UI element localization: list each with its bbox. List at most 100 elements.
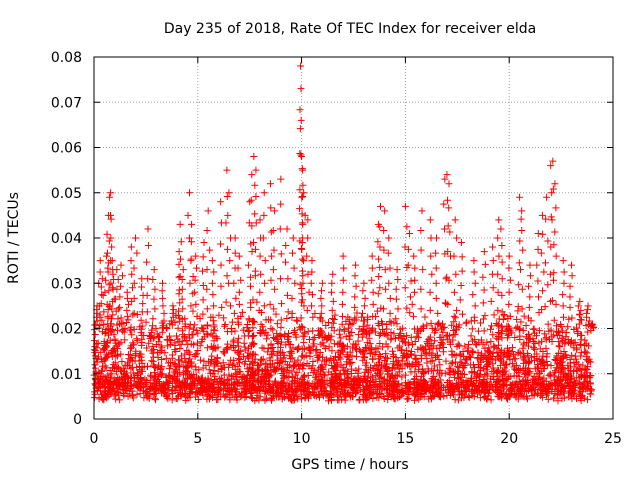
data-point <box>304 372 312 380</box>
data-point <box>189 379 197 387</box>
data-point <box>457 373 465 381</box>
data-point <box>374 238 382 246</box>
data-point <box>379 305 387 313</box>
data-point <box>224 211 232 219</box>
data-point <box>152 324 160 332</box>
data-point <box>185 234 193 242</box>
data-point <box>297 116 305 124</box>
data-point <box>585 317 593 325</box>
data-point <box>112 351 120 359</box>
data-point <box>114 305 122 313</box>
data-point <box>108 243 116 251</box>
y-tick-label: 0.02 <box>51 322 82 338</box>
data-point <box>348 352 356 360</box>
data-point <box>306 336 314 344</box>
data-point <box>185 331 193 339</box>
data-point <box>505 300 513 308</box>
data-point <box>566 363 574 371</box>
data-point <box>489 360 497 368</box>
data-point <box>577 331 585 339</box>
data-point <box>175 248 183 256</box>
data-point <box>266 389 274 397</box>
data-point <box>405 384 413 392</box>
data-point <box>396 342 404 350</box>
data-point <box>270 305 278 313</box>
data-point <box>255 377 263 385</box>
data-point <box>417 246 425 254</box>
data-point <box>297 314 305 322</box>
data-point <box>259 373 267 381</box>
data-point <box>108 257 116 265</box>
data-point <box>144 242 152 250</box>
data-point <box>489 284 497 292</box>
data-point <box>255 362 263 370</box>
data-point <box>437 339 445 347</box>
data-point <box>369 288 377 296</box>
data-point <box>407 333 415 341</box>
data-point <box>221 349 229 357</box>
data-point <box>369 300 377 308</box>
data-point <box>494 288 502 296</box>
data-point <box>245 315 253 323</box>
data-point <box>363 339 371 347</box>
data-point <box>149 342 157 350</box>
data-point <box>98 381 106 389</box>
data-point <box>264 344 272 352</box>
data-point <box>403 223 411 231</box>
data-point <box>218 303 226 311</box>
data-point <box>231 234 239 242</box>
data-point <box>479 355 487 363</box>
data-point <box>133 249 141 257</box>
data-point <box>390 360 398 368</box>
data-point <box>556 387 564 395</box>
data-point <box>138 339 146 347</box>
data-point <box>583 385 591 393</box>
data-point <box>203 285 211 293</box>
data-point <box>534 229 542 237</box>
data-point <box>299 279 307 287</box>
data-point <box>317 340 325 348</box>
data-point <box>479 299 487 307</box>
data-point <box>331 311 339 319</box>
data-point <box>335 396 343 404</box>
data-point <box>452 326 460 334</box>
data-point <box>471 302 479 310</box>
data-point <box>408 347 416 355</box>
data-point <box>428 324 436 332</box>
data-point <box>223 245 231 253</box>
data-point <box>518 285 526 293</box>
data-point <box>276 275 284 283</box>
data-point <box>577 306 585 314</box>
data-point <box>462 386 470 394</box>
data-point <box>517 215 525 223</box>
data-point <box>118 272 126 280</box>
data-point <box>455 321 463 329</box>
data-point <box>112 339 120 347</box>
data-point <box>302 384 310 392</box>
data-point <box>461 356 469 364</box>
data-point <box>147 384 155 392</box>
data-point <box>491 343 499 351</box>
data-point <box>227 324 235 332</box>
data-point <box>444 196 452 204</box>
data-point <box>273 320 281 328</box>
data-point <box>359 384 367 392</box>
data-point <box>228 372 236 380</box>
data-point <box>298 298 306 306</box>
data-point <box>246 363 254 371</box>
data-point <box>506 276 514 284</box>
data-point <box>358 333 366 341</box>
data-point <box>311 333 319 341</box>
data-point <box>549 157 557 165</box>
data-point <box>502 328 510 336</box>
data-point <box>293 374 301 382</box>
data-point <box>203 226 211 234</box>
y-tick-label: 0 <box>73 412 82 428</box>
data-point <box>182 364 190 372</box>
x-axis-ticks: 0 5 10 15 20 25 <box>90 57 622 447</box>
data-point <box>328 288 336 296</box>
data-point <box>468 347 476 355</box>
data-point <box>494 321 502 329</box>
data-point <box>339 252 347 260</box>
data-point <box>443 171 451 179</box>
